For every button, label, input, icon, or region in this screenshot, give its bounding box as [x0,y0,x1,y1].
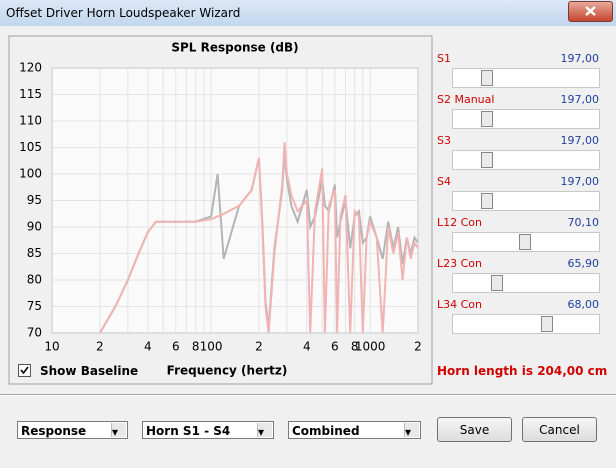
dropdown-text: Horn S1 - S4 [146,424,231,438]
y-tick-label: 110 [19,114,42,128]
slider-label: S4 [437,175,451,188]
y-tick-label: 85 [27,246,42,260]
x-tick-label: 6 [331,340,339,354]
slider-value: 70,10 [567,216,600,229]
slider-label: L23 Con [437,257,483,270]
x-tick-label: 1000 [355,340,386,354]
x-tick-label: 2 [414,340,422,354]
slider-value: 197,00 [560,134,600,147]
slider-value: 197,00 [560,93,600,106]
dropdown-arrow: ▾ [404,423,419,439]
slider-thumb[interactable] [541,316,553,332]
slider-label: L12 Con [437,216,483,229]
slider-label: S2 Manual [437,93,495,106]
horn-length: Horn length is 204,00 cm [437,364,608,378]
x-tick-label: 8 [351,340,359,354]
cancel-button[interactable]: Cancel [522,417,597,442]
slider[interactable] [452,68,600,88]
x-tick-label: 4 [303,340,311,354]
x-tick-label: 4 [144,340,152,354]
x-axis-label: Frequency (hertz) [167,364,288,378]
y-tick-label: 95 [27,193,42,207]
x-tick-label: 6 [172,340,180,354]
checkbox[interactable] [18,364,31,377]
dropdown-arrow: ▾ [257,423,272,439]
checkbox-label[interactable]: Show Baseline [40,364,139,378]
slider-thumb[interactable] [481,111,493,127]
plot-border [51,67,419,334]
separator [0,394,616,396]
y-tick-label: 115 [19,87,42,101]
dropdown-text: Response [21,424,87,438]
y-tick-label: 90 [27,220,42,234]
slider[interactable] [452,109,600,129]
slider[interactable] [452,150,600,170]
close-icon [585,6,596,16]
slider-thumb[interactable] [491,275,503,291]
dropdown-text: Combined [292,424,360,438]
slider[interactable] [452,273,600,293]
dropdown[interactable]: Combined ▾ [288,421,421,439]
slider-value: 65,90 [567,257,600,270]
x-tick-label: 10 [44,340,59,354]
chart-title: SPL Response (dB) [171,41,298,55]
slider[interactable] [452,232,600,252]
slider-thumb[interactable] [481,193,493,209]
chart: SPL Response (dB) Frequency (hertz) 70 75… [8,35,433,385]
y-tick-label: 80 [27,273,42,287]
y-tick-label: 100 [19,167,42,181]
slider-thumb[interactable] [519,234,531,250]
slider-value: 197,00 [560,175,600,188]
slider-label: S1 [437,52,451,65]
slider-label: S3 [437,134,451,147]
y-tick-label: 105 [19,140,42,154]
x-tick-label: 8 [192,340,200,354]
slider-value: 68,00 [567,298,600,311]
slider-thumb[interactable] [481,70,493,86]
close-button[interactable] [568,1,613,22]
x-tick-label: 2 [96,340,104,354]
save-button[interactable]: Save [437,417,512,442]
dropdown-arrow: ▾ [111,423,126,439]
y-tick-label: 70 [27,326,42,340]
slider[interactable] [452,191,600,211]
window-title: Offset Driver Horn Loudspeaker Wizard [6,6,241,20]
slider-value: 197,00 [560,52,600,65]
y-tick-label: 75 [27,299,42,313]
slider-label: L34 Con [437,298,483,311]
title-bar [0,0,616,26]
series-line [99,142,418,333]
slider[interactable] [452,314,600,334]
x-tick-label: 100 [200,340,223,354]
y-tick-label: 120 [19,61,42,75]
slider-thumb[interactable] [481,152,493,168]
x-tick-label: 2 [255,340,263,354]
dropdown[interactable]: Response ▾ [17,421,128,439]
dropdown[interactable]: Horn S1 - S4 ▾ [142,421,274,439]
